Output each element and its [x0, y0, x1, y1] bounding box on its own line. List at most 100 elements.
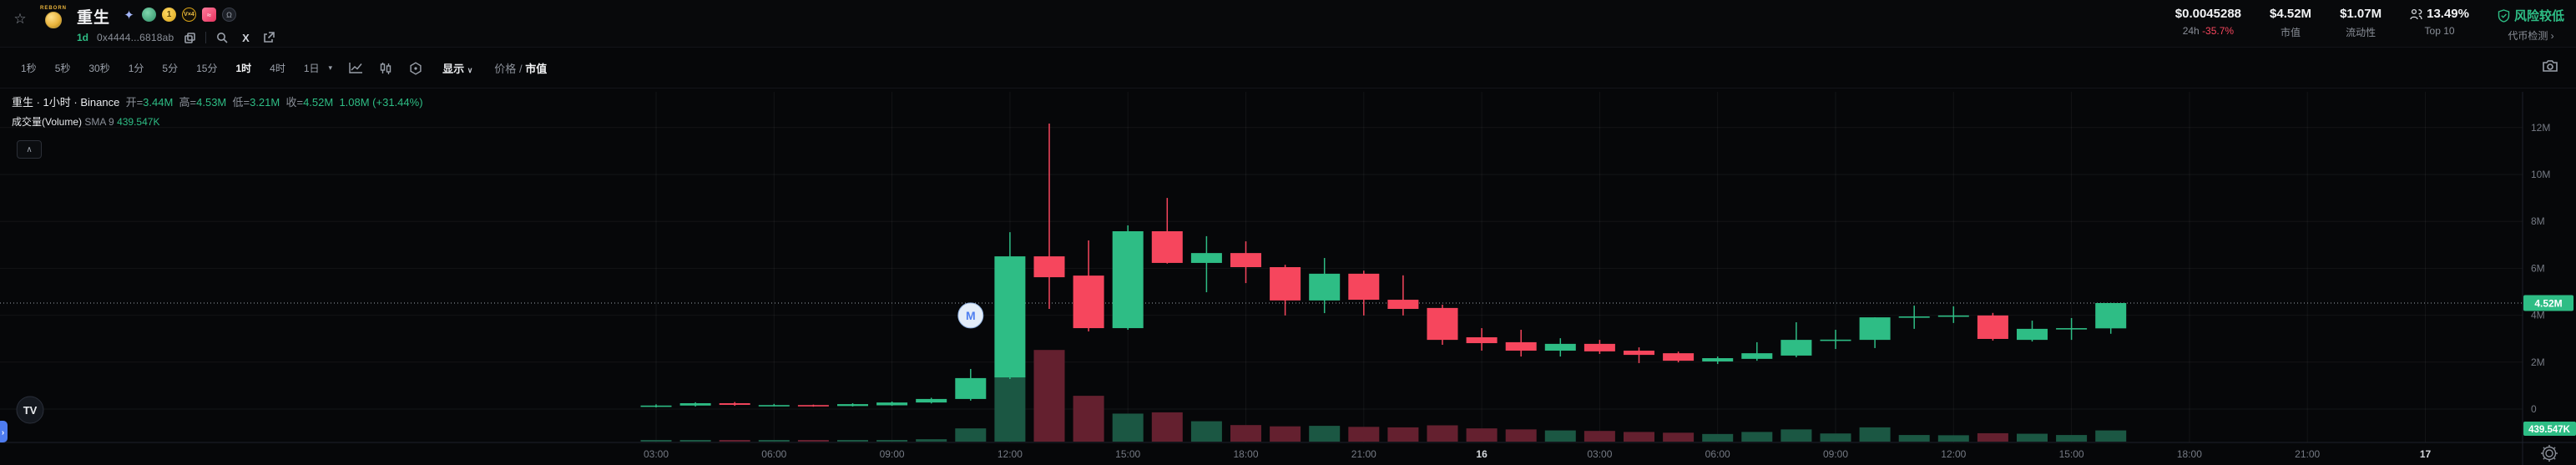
axis-settings-gear-icon[interactable]	[2541, 445, 2558, 462]
candle-down	[719, 402, 750, 405]
volume-indicator-label: 成交量(Volume)	[12, 116, 83, 128]
search-icon[interactable]	[215, 30, 230, 45]
stat-liquidity: $1.07M 流动性	[2340, 7, 2382, 43]
mcap-value: $4.52M	[2270, 7, 2312, 21]
candle-up	[1544, 343, 1576, 351]
candle-down	[1663, 353, 1695, 361]
timeframe-button-1分[interactable]: 1分	[128, 63, 144, 74]
token-logo-text: REBORN	[39, 6, 67, 11]
mcap-label: 市值	[2281, 27, 2301, 38]
volume-bar	[876, 440, 908, 442]
x-axis-label: 21:00	[2295, 448, 2320, 460]
token-check-link[interactable]: 代币检测 ›	[2508, 30, 2554, 42]
x-axis-label: 15:00	[2059, 448, 2084, 460]
timeframe-button-1秒[interactable]: 1秒	[21, 63, 37, 74]
x-axis-label: 06:00	[1705, 448, 1730, 460]
header: ☆ REBORN 重生 ✦ 1 V×4 ≈ Ω 1d 0x4444...6818…	[0, 0, 2576, 48]
v-x4-icon: V×4	[182, 8, 196, 22]
timeframe-dropdown-icon[interactable]: ▾	[328, 63, 333, 72]
timeframe-button-5分[interactable]: 5分	[162, 63, 179, 74]
candle-down	[1977, 315, 2008, 339]
y-axis-label: 4M	[2531, 310, 2545, 321]
chart-toolbar: 1秒 5秒 30秒 1分 5分 15分 1时 4时 1日 ▾ 显示 ∨ 价格 / 市值	[0, 48, 2576, 88]
volume-bar	[1820, 433, 1851, 442]
volume-bar	[1230, 425, 1261, 442]
x-axis-label: 18:00	[1233, 448, 1258, 460]
volume-bar	[1033, 350, 1065, 442]
volume-bar	[758, 440, 790, 442]
display-dropdown[interactable]: 显示 ∨	[442, 63, 473, 75]
sma-label: SMA 9	[84, 116, 114, 128]
volume-bar	[1112, 413, 1144, 442]
token-address: 0x4444...6818ab	[97, 32, 174, 43]
x-axis-label: 03:00	[644, 448, 669, 460]
chevron-down-icon: ∨	[467, 66, 473, 74]
migration-marker-icon[interactable]	[957, 302, 984, 329]
candle-up	[916, 398, 947, 403]
pink-badge-icon: ≈	[202, 8, 216, 22]
chart-style-line-icon[interactable]	[343, 59, 368, 78]
volume-bar	[1780, 429, 1812, 442]
token-badges: ✦ 1 V×4 ≈ Ω	[122, 8, 236, 23]
candle-down	[1466, 337, 1498, 344]
current-volume-badge	[2523, 422, 2576, 436]
chart-style-candles-icon[interactable]	[373, 59, 398, 78]
candle-down	[1387, 300, 1419, 310]
x-axis-label: 09:00	[1823, 448, 1848, 460]
copy-address-icon[interactable]	[182, 30, 197, 45]
timeframe-buttons: 1秒 5秒 30秒 1分 5分 15分 1时 4时 1日	[12, 57, 329, 79]
token-name: 重生	[77, 9, 111, 27]
candle-up	[758, 405, 790, 407]
timeframe-button-4时[interactable]: 4时	[270, 63, 285, 74]
sparkle-icon: ✦	[124, 8, 134, 23]
stat-top10: 13.49% Top 10	[2410, 7, 2469, 43]
migration-marker-label: M	[966, 309, 976, 322]
ohlc-legend: 重生 · 1小时 · Binance 开=3.44M 高=4.53M 低=3.2…	[12, 94, 423, 129]
x-axis-label: 06:00	[761, 448, 786, 460]
volume-bar	[1466, 428, 1498, 442]
legend-collapse-button[interactable]: ∧	[17, 140, 42, 159]
favorite-star-icon[interactable]: ☆	[13, 11, 27, 27]
volume-bar	[1898, 435, 1930, 442]
timeframe-button-15分[interactable]: 15分	[196, 63, 218, 74]
x-twitter-icon[interactable]: X	[242, 31, 250, 44]
timeframe-button-1时[interactable]: 1时	[235, 63, 252, 74]
indicator-target-icon[interactable]	[403, 59, 428, 78]
x-axis-label: 15:00	[1115, 448, 1140, 460]
candle-down	[797, 405, 829, 407]
candle-up	[2056, 328, 2088, 330]
volume-bar	[1151, 412, 1183, 442]
token-stats: $0.0045288 24h -35.7% $4.52M 市值 $1.07M 流…	[2175, 7, 2564, 43]
x-axis-label: 03:00	[1587, 448, 1612, 460]
current-volume-badge-text: 439.547K	[2528, 425, 2571, 435]
timeframe-button-1日[interactable]: 1日	[303, 63, 320, 74]
x-axis-label: 12:00	[1941, 448, 1966, 460]
token-logo-coin-icon	[45, 12, 62, 28]
x-axis-label: 17	[2420, 448, 2432, 460]
tradingview-logo[interactable]	[16, 396, 44, 424]
volume-bar	[719, 440, 750, 442]
volume-bar	[1348, 427, 1380, 442]
volume-bar	[2095, 430, 2127, 442]
y-axis-label: 0	[2531, 403, 2537, 415]
screenshot-camera-icon[interactable]	[2543, 58, 2558, 73]
candle-up	[876, 402, 908, 406]
candle-up	[837, 404, 868, 407]
price-mcap-toggle[interactable]: 价格 / 市值	[494, 63, 548, 75]
candle-up	[2017, 328, 2048, 341]
stat-price: $0.0045288 24h -35.7%	[2175, 7, 2241, 43]
volume-bar	[1505, 429, 1537, 442]
timeframe-button-5秒[interactable]: 5秒	[54, 63, 71, 74]
side-panel-tab[interactable]	[0, 421, 8, 442]
x-axis-label: 12:00	[998, 448, 1023, 460]
stat-risk: 风险较低 代币检测 ›	[2498, 7, 2564, 43]
shield-check-icon	[2498, 8, 2510, 23]
timeframe-button-30秒[interactable]: 30秒	[88, 63, 110, 74]
legend-line2: 成交量(Volume) SMA 9 439.547K	[12, 114, 423, 129]
close-value: 4.52M	[303, 96, 334, 109]
share-icon[interactable]	[261, 30, 276, 45]
volume-bar	[994, 375, 1026, 442]
volume-bar	[640, 440, 672, 442]
volume-bar	[1270, 426, 1301, 442]
